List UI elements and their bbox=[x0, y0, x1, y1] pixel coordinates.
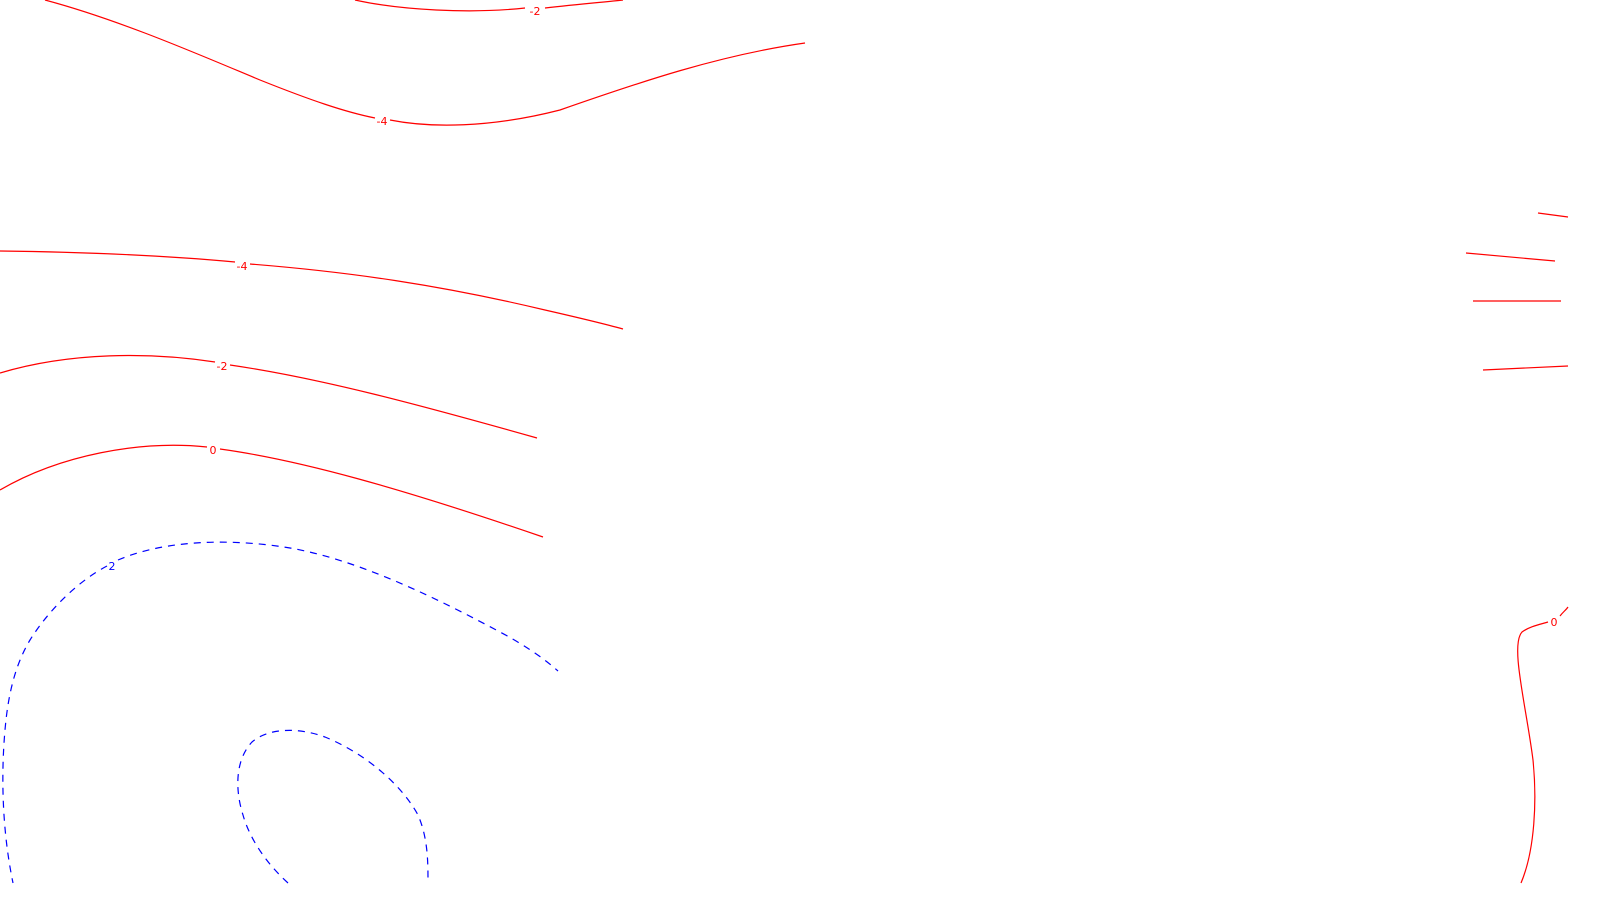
contour-line-3 bbox=[0, 250, 624, 330]
contour-label-4: -2 bbox=[217, 360, 228, 373]
contour-line-8 bbox=[1517, 606, 1569, 884]
contour-line-2 bbox=[44, 0, 806, 126]
contour-line-12 bbox=[1482, 365, 1569, 371]
contour-line-9 bbox=[1537, 212, 1569, 218]
contour-line-10 bbox=[1465, 252, 1556, 262]
contour-label-1: -2 bbox=[530, 5, 541, 18]
contour-line-5 bbox=[0, 444, 544, 538]
contour-label-2: -4 bbox=[377, 115, 388, 128]
contour-line-7 bbox=[237, 729, 429, 884]
contour-label-5: 0 bbox=[210, 444, 217, 457]
contour-label-3: -4 bbox=[237, 260, 248, 273]
contour-line-4 bbox=[0, 354, 538, 439]
contour-label-6: 2 bbox=[109, 560, 116, 573]
contour-label-8: 0 bbox=[1551, 616, 1558, 629]
contour-line-1 bbox=[354, 0, 624, 12]
contour-line-6 bbox=[2, 541, 559, 884]
